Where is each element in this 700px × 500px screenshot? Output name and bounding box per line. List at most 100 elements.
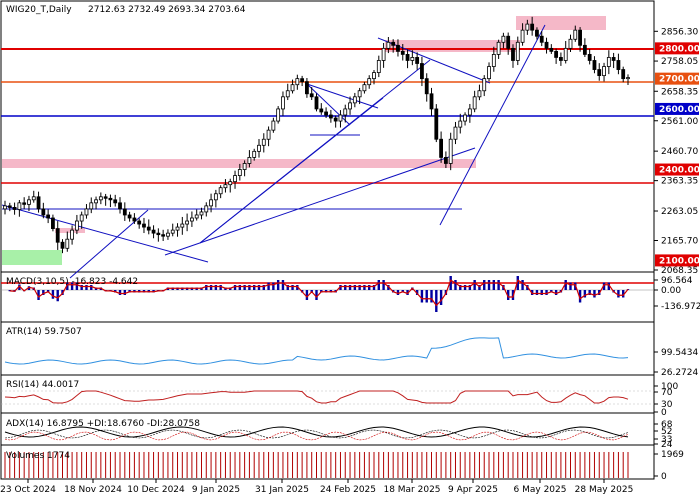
trend-line-7 xyxy=(306,83,379,109)
candle-body xyxy=(189,217,194,222)
candle-body xyxy=(386,41,391,49)
candle-body xyxy=(151,229,156,234)
candle-body xyxy=(434,108,439,140)
candle-body xyxy=(84,208,89,216)
macd-bar xyxy=(123,290,127,295)
candle-body xyxy=(467,108,472,116)
trend-line-5 xyxy=(199,59,431,244)
macd-bar xyxy=(497,280,500,290)
x-tick-label: 6 May 2025 xyxy=(514,485,567,495)
candle-body xyxy=(372,72,376,80)
candle-body xyxy=(281,96,285,110)
candle-body xyxy=(3,205,7,210)
macd-bar xyxy=(521,280,524,290)
indicator-tick-label: 30 xyxy=(661,400,673,410)
macd-bar xyxy=(75,282,79,290)
macd-bar xyxy=(286,285,289,290)
macd-bar xyxy=(459,285,462,290)
candle-body xyxy=(539,35,544,43)
macd-bar xyxy=(368,285,371,290)
macd-bar xyxy=(506,290,510,300)
y-tick-label: 2363.35 xyxy=(661,177,698,187)
candle-body xyxy=(305,81,309,95)
macd-bar xyxy=(205,285,208,290)
chart-frame xyxy=(0,0,655,480)
macd-bar xyxy=(569,282,572,290)
x-tick-label: 18 Mar 2025 xyxy=(383,485,440,495)
trend-line-9 xyxy=(439,24,546,226)
macd-bar xyxy=(80,285,83,290)
macd-bar xyxy=(233,285,237,290)
macd-bar xyxy=(468,285,472,290)
green-zone xyxy=(2,250,62,265)
candle-body xyxy=(597,69,602,77)
indicator-tick-label: 1969 xyxy=(661,450,684,460)
candle-body xyxy=(74,220,79,231)
plus-di-line xyxy=(4,429,629,439)
candle-body xyxy=(132,217,137,222)
level-tag-label: 2800.00 xyxy=(659,44,700,54)
macd-bar xyxy=(483,280,486,290)
macd-bar xyxy=(348,285,352,290)
macd-signal-line xyxy=(9,279,629,307)
candle-body xyxy=(194,214,199,219)
candle-body xyxy=(271,120,276,131)
macd-bar xyxy=(291,285,294,290)
candle-body xyxy=(515,41,520,61)
candle-body xyxy=(170,229,175,234)
candle-body xyxy=(554,50,559,58)
candle-body xyxy=(161,234,166,237)
macd-bar xyxy=(492,280,496,290)
candle-body xyxy=(233,175,237,183)
candle-body xyxy=(400,50,405,55)
candle-body xyxy=(568,38,573,49)
indicator-tick-label: 0 xyxy=(661,408,667,418)
level-tag xyxy=(655,254,699,267)
candle-body xyxy=(424,78,429,95)
candle-body xyxy=(477,90,482,98)
candle-body xyxy=(376,60,381,73)
candle-body xyxy=(343,108,348,116)
macd-bar xyxy=(344,285,347,290)
candle-body xyxy=(65,238,70,249)
candle-body xyxy=(501,35,506,43)
candle-body xyxy=(357,90,362,98)
candle-body xyxy=(458,120,463,128)
macd-bar xyxy=(219,285,222,290)
macd-bar xyxy=(435,290,438,312)
macd-bar xyxy=(85,285,88,290)
candle-body xyxy=(79,214,84,222)
indicator-tick-label: 33 xyxy=(661,435,672,445)
macd-bar xyxy=(583,290,587,298)
macd-bar xyxy=(296,285,299,290)
candle-body xyxy=(180,223,185,228)
candle-body xyxy=(89,202,94,210)
macd-bar xyxy=(602,282,606,290)
candle-body xyxy=(439,138,444,158)
indicator-axis: 96.5640.00-136.97299.543426.272410070300… xyxy=(654,276,700,482)
x-tick-label: 31 Jan 2025 xyxy=(255,485,309,495)
macd-label: MACD(3,10,5) -16.823 -4.642 xyxy=(6,277,138,287)
y-tick-label: 2263.05 xyxy=(661,207,698,217)
macd-bar xyxy=(578,290,582,303)
indicator-tick-label: 100 xyxy=(661,382,678,392)
macd-bar xyxy=(118,290,122,295)
atr-label: ATR(14) 59.7507 xyxy=(6,327,82,337)
macd-bar xyxy=(257,285,261,290)
macd-bar xyxy=(487,280,491,290)
candle-body xyxy=(496,41,501,55)
macd-bar xyxy=(377,280,380,290)
candle-body xyxy=(621,69,626,80)
candle-body xyxy=(472,96,477,110)
y-axis: 2856.30 2758.05 2658.35 2561.00 2460.70 2363.… xyxy=(654,27,698,276)
candle-body xyxy=(463,114,467,122)
level-tag-label: 2100.00 xyxy=(659,256,700,266)
macd-bar xyxy=(588,290,591,295)
macd-bar xyxy=(42,290,45,295)
candle-body xyxy=(592,60,597,70)
candle-body xyxy=(223,184,228,189)
macd-bar xyxy=(363,285,366,290)
candle-body xyxy=(520,29,525,43)
macd-bar xyxy=(545,290,548,295)
